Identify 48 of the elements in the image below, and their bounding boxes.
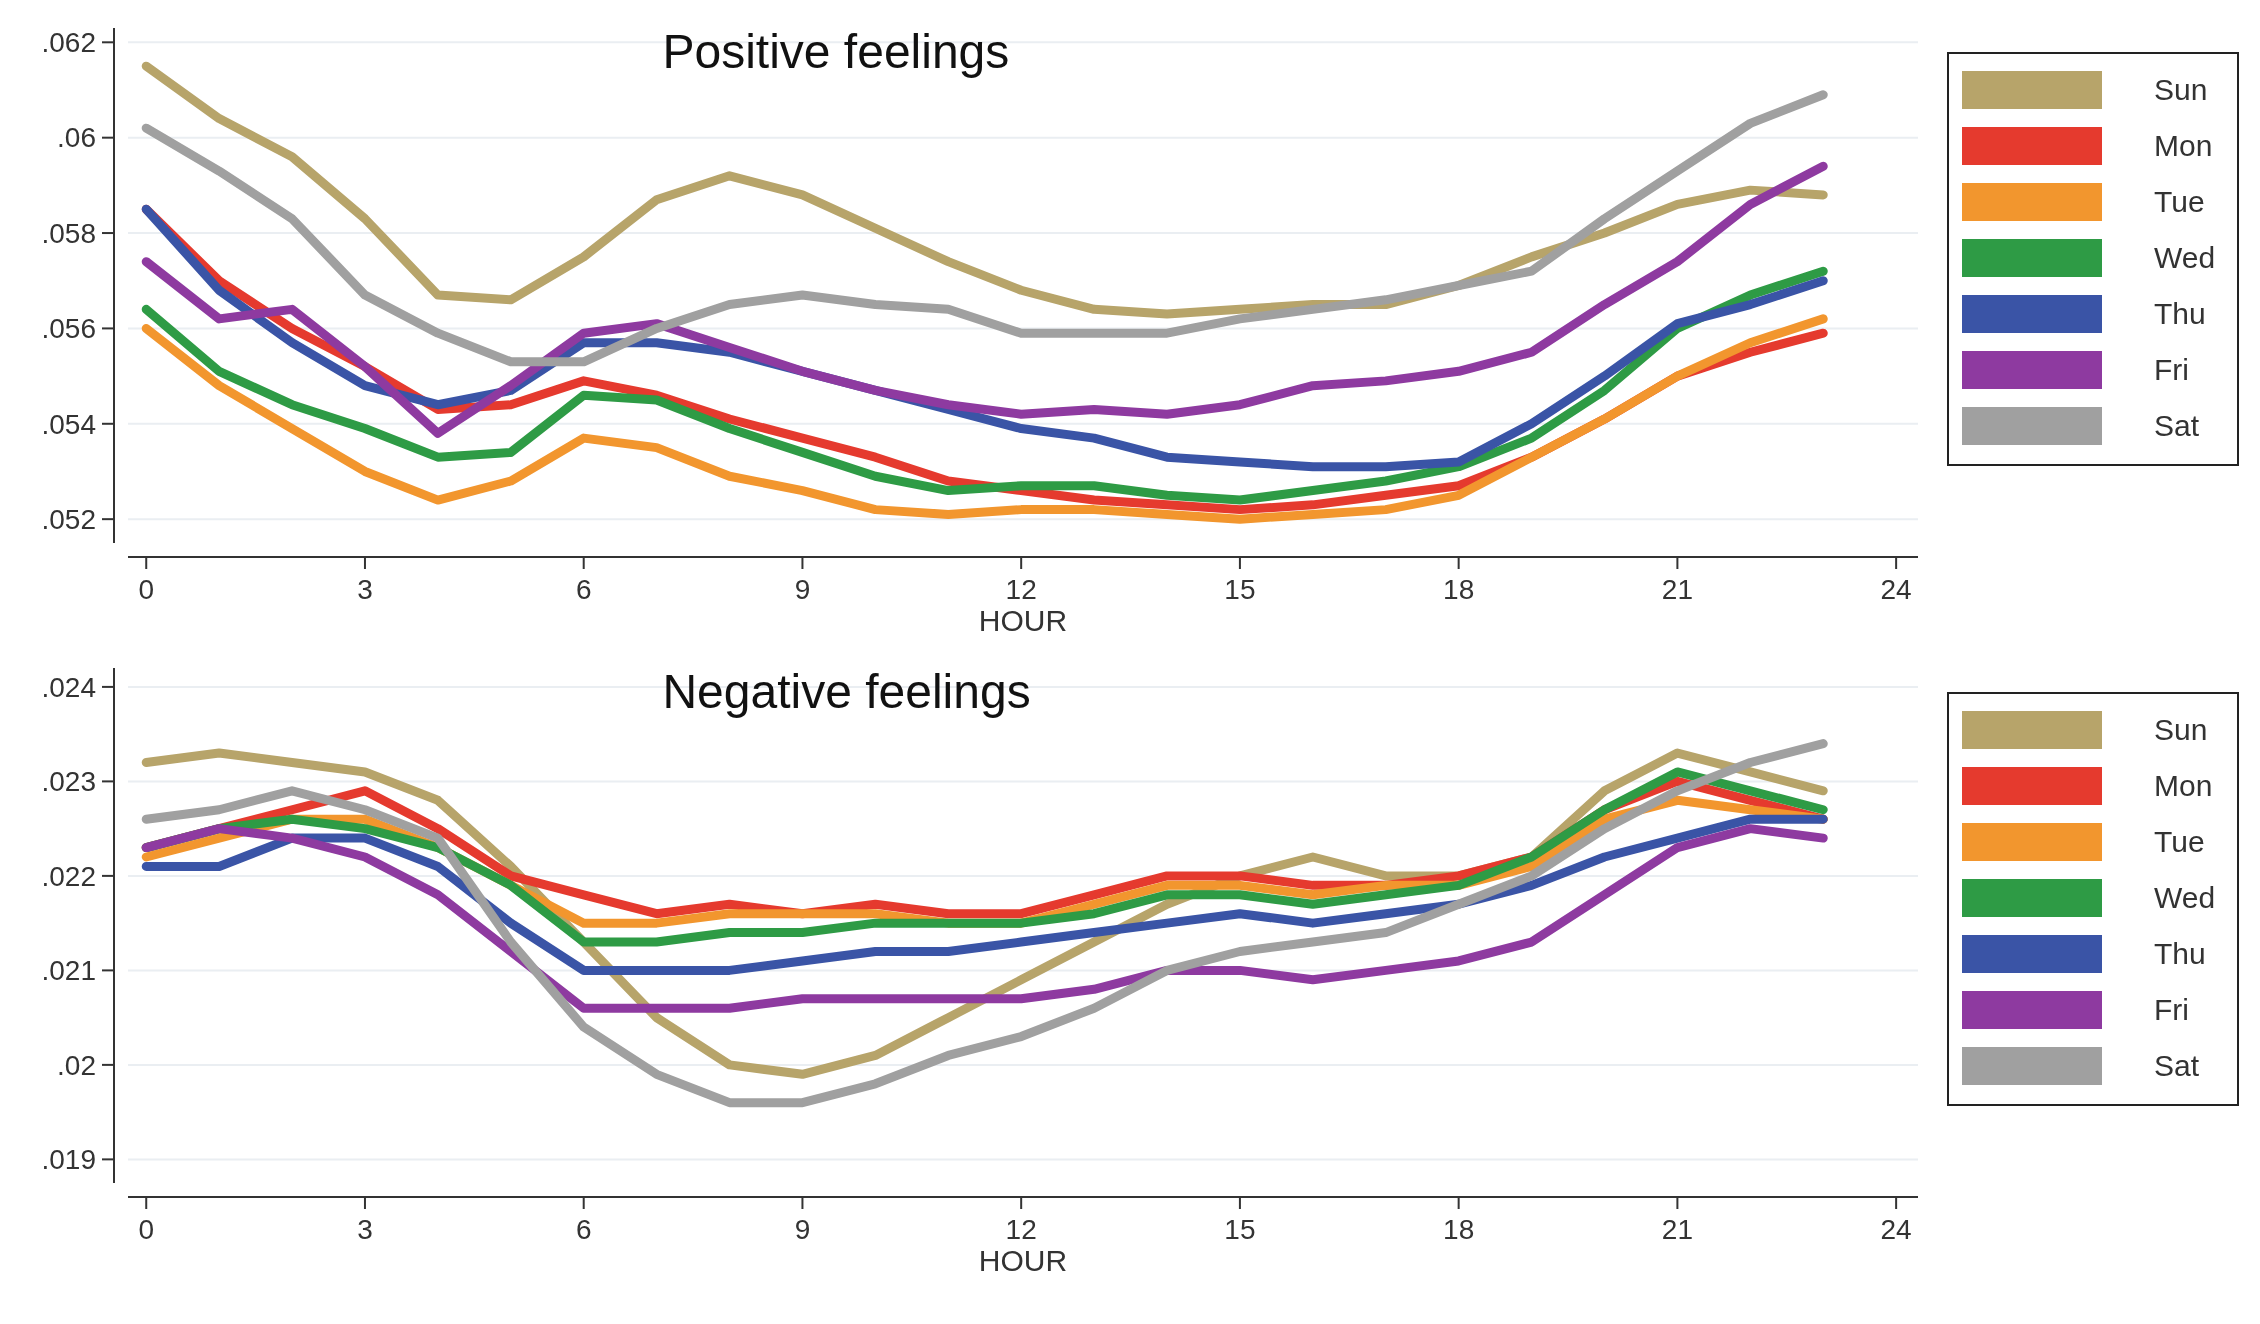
legend-label: Thu bbox=[2154, 937, 2206, 970]
legend-label: Tue bbox=[2154, 825, 2205, 858]
x-axis-title: HOUR bbox=[978, 604, 1068, 637]
y-tick-label: .056 bbox=[41, 313, 96, 345]
y-tick-label: .06 bbox=[57, 122, 96, 154]
x-tick-label: 12 bbox=[1005, 574, 1037, 605]
x-axis-title: HOUR bbox=[978, 1244, 1068, 1277]
legend-label: Sun bbox=[2154, 73, 2208, 106]
legend-label: Mon bbox=[2154, 129, 2213, 162]
x-tick-label: 21 bbox=[1661, 1214, 1693, 1245]
x-tick-label: 0 bbox=[138, 574, 155, 605]
y-tick-label: .023 bbox=[41, 766, 96, 798]
legend-label: Wed bbox=[2154, 241, 2216, 274]
x-tick-label: 18 bbox=[1443, 574, 1475, 605]
y-tick-label: .058 bbox=[41, 217, 96, 249]
x-tick-label: 6 bbox=[575, 574, 592, 605]
x-tick-label: 6 bbox=[575, 1214, 592, 1245]
x-tick-label: 3 bbox=[357, 1214, 373, 1245]
x-tick-label: 9 bbox=[794, 1214, 811, 1245]
x-tick-label: 12 bbox=[1005, 1214, 1037, 1245]
x-tick-label: 24 bbox=[1880, 574, 1912, 605]
legend-label: Thu bbox=[2154, 297, 2206, 330]
chart-title: Positive feelings bbox=[662, 25, 1010, 78]
legend-label: Sat bbox=[2154, 409, 2200, 442]
x-tick-label: 3 bbox=[357, 574, 373, 605]
legend-label: Tue bbox=[2154, 185, 2205, 218]
x-tick-label: 15 bbox=[1224, 1214, 1256, 1245]
y-tick-label: .02 bbox=[57, 1049, 96, 1081]
legend-label: Fri bbox=[2154, 353, 2189, 386]
legend-label: Sat bbox=[2154, 1049, 2200, 1082]
y-tick-label: .021 bbox=[41, 955, 96, 987]
x-tick-label: 24 bbox=[1880, 1214, 1912, 1245]
x-tick-label: 18 bbox=[1443, 1214, 1475, 1245]
x-tick-label: 0 bbox=[138, 1214, 155, 1245]
y-tick-label: .054 bbox=[41, 408, 96, 440]
legend-label: Sun bbox=[2154, 713, 2208, 746]
x-tick-label: 15 bbox=[1224, 574, 1256, 605]
legend-label: Wed bbox=[2154, 881, 2216, 914]
x-tick-label: 21 bbox=[1661, 574, 1693, 605]
chart-title: Negative feelings bbox=[662, 665, 1031, 718]
y-tick-label: .052 bbox=[41, 503, 96, 535]
y-tick-label: .022 bbox=[41, 860, 96, 892]
legend-label: Fri bbox=[2154, 993, 2189, 1026]
y-tick-label: .024 bbox=[41, 671, 96, 703]
legend-label: Mon bbox=[2154, 769, 2213, 802]
y-tick-label: .019 bbox=[41, 1144, 96, 1176]
y-tick-label: .062 bbox=[41, 27, 96, 59]
x-tick-label: 9 bbox=[794, 574, 811, 605]
